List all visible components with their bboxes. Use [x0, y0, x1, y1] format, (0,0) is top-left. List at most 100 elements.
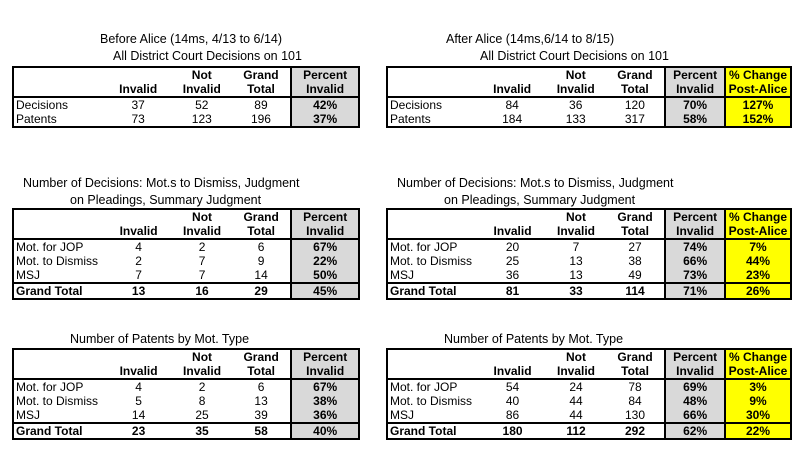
- column-header: Grand: [243, 68, 279, 82]
- column-header: Invalid: [664, 82, 725, 98]
- table-cell: 14: [254, 268, 268, 282]
- column-header: Invalid: [104, 364, 173, 380]
- left-bot-table: Not Grand Percent Invalid Invalid Total Invali…: [12, 348, 360, 440]
- column-header: [105, 349, 172, 364]
- column-header: Post-Alice: [724, 82, 791, 98]
- table-cell: 42%: [290, 97, 359, 112]
- column-header: Grand: [617, 210, 653, 224]
- column-header: Total: [231, 224, 292, 240]
- table-row: Mot. to Dismiss 5 8 13 38%: [13, 394, 359, 408]
- column-header: [13, 82, 105, 98]
- table-cell: 22%: [290, 254, 359, 268]
- table-cell: 25: [195, 408, 209, 422]
- table-cell: 127%: [724, 97, 791, 112]
- column-header: Total: [231, 364, 292, 380]
- table-cell: 20: [505, 240, 520, 254]
- row-label: Mot. to Dismiss: [16, 394, 99, 408]
- column-header: Invalid: [290, 364, 359, 380]
- table-cell: 44: [569, 408, 583, 422]
- column-header: Grand: [617, 68, 653, 82]
- table-cell: 36: [505, 268, 520, 282]
- table-cell: 2: [135, 254, 142, 268]
- left-top-table: Not Grand Percent Invalid Invalid Total Invali…: [12, 66, 360, 128]
- table-cell: 73%: [664, 268, 726, 283]
- column-header: [13, 349, 105, 364]
- column-header: [387, 67, 478, 82]
- left-mid-caption-2: on Pleadings, Summary Judgment: [70, 193, 262, 207]
- table-cell: 49: [628, 268, 642, 282]
- table-cell: 114: [605, 282, 666, 299]
- column-header: [104, 67, 172, 82]
- table-cell: 89: [254, 98, 268, 112]
- column-header: Not: [565, 68, 586, 82]
- header-row: Invalid Invalid Total Invalid: [13, 224, 359, 240]
- column-header: [387, 209, 479, 224]
- table-cell: 2: [198, 380, 206, 394]
- table-cell: 16: [172, 282, 232, 299]
- table-row: Decisions 37 52 89 42%: [13, 97, 359, 112]
- table-row: Decisions 84 36 120 70% 127%: [387, 97, 791, 112]
- right-mid-table: Not Grand Percent% Change Invalid Invalid Tot…: [386, 208, 792, 300]
- column-header: Percent: [290, 349, 359, 364]
- column-header: Invalid: [172, 364, 232, 380]
- header-row: Not Grand Percent: [13, 209, 359, 224]
- right-top-table: Not Grand Percent% Change Invalid Invalid Tot…: [386, 66, 792, 128]
- column-header: Post-Alice: [724, 364, 791, 380]
- column-header: Invalid: [290, 224, 359, 240]
- table-cell: 13: [569, 254, 583, 268]
- column-header: [387, 364, 479, 380]
- table-cell: 62%: [664, 422, 726, 439]
- table-cell: 180: [478, 422, 547, 439]
- table-row: Mot. to Dismiss 25 13 38 66% 44%: [387, 254, 791, 268]
- row-label: Patents: [390, 112, 431, 126]
- table-cell: 2: [198, 240, 206, 254]
- row-label: Grand Total: [13, 422, 105, 439]
- column-header: [479, 349, 546, 364]
- table-cell: 9%: [724, 394, 791, 408]
- table-row: Mot. for JOP 20 7 27 74% 7%: [387, 239, 791, 254]
- table-cell: 38: [628, 254, 642, 268]
- table-cell: 13: [104, 282, 173, 299]
- left-top-caption-1: Before Alice (14ms, 4/13 to 6/14): [100, 32, 283, 46]
- table-cell: 66%: [664, 254, 726, 268]
- table-cell: 69%: [664, 379, 726, 394]
- table-cell: 54: [505, 380, 520, 394]
- row-label: Mot. for JOP: [16, 380, 84, 394]
- table-cell: 4: [135, 380, 142, 394]
- table-cell: 84: [505, 98, 519, 112]
- table-row: MSJ 36 13 49 73% 23%: [387, 268, 791, 283]
- row-label: MSJ: [390, 268, 414, 282]
- column-header: Not: [565, 350, 586, 364]
- right-mid-caption-2: on Pleadings, Summary Judgment: [444, 193, 636, 207]
- table-cell: 44: [569, 394, 583, 408]
- column-header: Percent: [664, 349, 726, 364]
- column-header: Post-Alice: [724, 224, 791, 240]
- table-cell: 71%: [664, 282, 726, 299]
- table-cell: 39: [254, 408, 268, 422]
- table-cell: 44%: [724, 254, 791, 268]
- table-cell: 58: [231, 422, 292, 439]
- table-cell: 48%: [664, 394, 726, 408]
- table-cell: 58%: [664, 112, 725, 127]
- table-cell: 23%: [724, 268, 791, 283]
- table-cell: 84: [628, 394, 642, 408]
- column-header: Total: [605, 364, 666, 380]
- right-mid-caption-1: Number of Decisions: Mot.s to Dismiss, J…: [397, 176, 674, 190]
- column-header: Percent: [664, 67, 725, 82]
- column-header: Grand: [243, 210, 279, 224]
- table-cell: 9: [257, 254, 265, 268]
- row-label: Grand Total: [387, 422, 479, 439]
- column-header: Grand: [243, 350, 279, 364]
- column-header: Invalid: [104, 82, 172, 98]
- column-header: [387, 349, 479, 364]
- column-header: [387, 82, 479, 98]
- table-cell: 38%: [290, 394, 359, 408]
- table-cell: 52: [195, 98, 209, 112]
- table-cell: 30%: [724, 408, 791, 423]
- row-label: Patents: [16, 112, 57, 126]
- table-cell: 7: [198, 268, 206, 282]
- table-cell: 70%: [664, 97, 725, 112]
- right-bot-caption-1: Number of Patents by Mot. Type: [444, 332, 624, 346]
- table-cell: 29: [231, 282, 292, 299]
- table-cell: 7: [572, 240, 580, 254]
